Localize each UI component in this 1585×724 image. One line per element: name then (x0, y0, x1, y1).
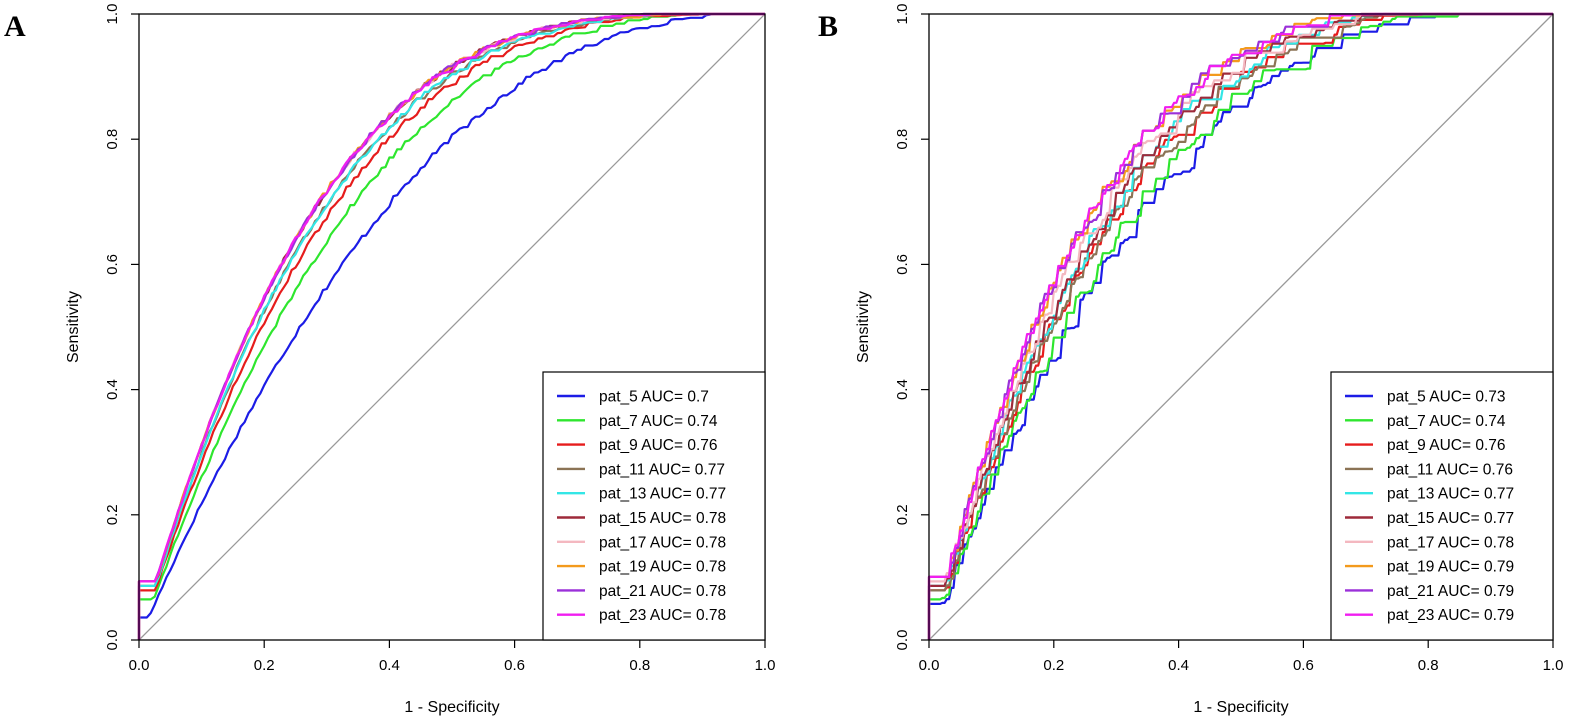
panel-b-roc-plot: B 0.0 0.2 0.4 0.6 0.8 1.0 0.0 0.2 0.4 0.6 0.8 1.0 1 -… (818, 4, 1563, 716)
x-axis-label: 1 - Specificity (1193, 699, 1288, 716)
panel-label: A (4, 10, 26, 43)
legend-item: pat_17 AUC= 0.78 (1345, 534, 1514, 551)
legend-item: pat_21 AUC= 0.78 (557, 583, 726, 600)
x-tick-label: 0.8 (1418, 657, 1439, 674)
legend-item: pat_11 AUC= 0.76 (1345, 461, 1513, 478)
legend-box (542, 371, 766, 641)
legend-label: pat_13 AUC= 0.77 (1387, 486, 1514, 503)
y-tick-label: 0.0 (894, 630, 911, 651)
legend-label: pat_9 AUC= 0.76 (599, 437, 718, 454)
x-tick-label: 0.4 (1168, 657, 1189, 674)
legend-label: pat_7 AUC= 0.74 (1387, 413, 1506, 430)
legend-label: pat_21 AUC= 0.79 (1387, 583, 1514, 600)
panel-a-roc-plot: A 0.0 0.2 0.4 0.6 0.8 1.0 0.0 0.2 0.4 0.6 0.8 1.0 1 -… (4, 4, 775, 716)
legend-item: pat_5 AUC= 0.7 (557, 389, 709, 406)
y-tick-label: 0.2 (894, 504, 911, 525)
legend-label: pat_11 AUC= 0.76 (1387, 461, 1513, 478)
y-tick-label: 0.8 (894, 129, 911, 150)
legend-item: pat_21 AUC= 0.79 (1345, 583, 1514, 600)
y-tick-label: 1.0 (894, 4, 911, 25)
plot-frame (928, 13, 1554, 641)
legend-label: pat_21 AUC= 0.78 (599, 583, 726, 600)
legend-label: pat_19 AUC= 0.78 (599, 559, 726, 576)
legend: pat_5 AUC= 0.7 pat_7 AUC= 0.74 pat_9 AUC= … (542, 371, 766, 641)
legend-item: pat_23 AUC= 0.78 (557, 607, 726, 624)
legend-label: pat_17 AUC= 0.78 (1387, 534, 1514, 551)
x-tick-label: 0.0 (919, 657, 940, 674)
x-tick-label: 0.6 (1293, 657, 1314, 674)
legend-label: pat_15 AUC= 0.78 (599, 510, 726, 527)
y-tick-label: 0.6 (894, 254, 911, 275)
x-tick-label: 0.2 (1043, 657, 1064, 674)
legend-item: pat_7 AUC= 0.74 (1345, 413, 1506, 430)
legend-item: pat_7 AUC= 0.74 (557, 413, 718, 430)
panel-label: B (818, 10, 838, 43)
legend-item: pat_15 AUC= 0.78 (557, 510, 726, 527)
x-axis-label: 1 - Specificity (404, 699, 499, 716)
x-tick-label: 1.0 (755, 657, 776, 674)
legend-label: pat_23 AUC= 0.78 (599, 607, 726, 624)
x-tick-label: 1.0 (1543, 657, 1564, 674)
x-tick-label: 0.8 (629, 657, 650, 674)
legend-item: pat_19 AUC= 0.79 (1345, 559, 1514, 576)
y-axis-label: Sensitivity (65, 291, 82, 363)
legend-item: pat_9 AUC= 0.76 (557, 437, 718, 454)
y-tick-label: 0.6 (104, 254, 121, 275)
x-tick-label: 0.4 (379, 657, 400, 674)
legend-item: pat_9 AUC= 0.76 (1345, 437, 1506, 454)
y-tick-label: 0.4 (894, 379, 911, 400)
legend-item: pat_13 AUC= 0.77 (557, 486, 726, 503)
roc-curve-pat-5 (137, 12, 765, 640)
legend-item: pat_23 AUC= 0.79 (1345, 607, 1514, 624)
legend-item: pat_5 AUC= 0.73 (1345, 389, 1506, 406)
legend: pat_5 AUC= 0.73 pat_7 AUC= 0.74 pat_9 AUC=… (1330, 371, 1554, 641)
y-tick-label: 0.8 (104, 129, 121, 150)
legend-label: pat_11 AUC= 0.77 (599, 461, 725, 478)
y-tick-label: 0.2 (104, 504, 121, 525)
legend-item: pat_11 AUC= 0.77 (557, 461, 725, 478)
legend-label: pat_5 AUC= 0.73 (1387, 389, 1506, 406)
legend-label: pat_19 AUC= 0.79 (1387, 559, 1514, 576)
legend-label: pat_5 AUC= 0.7 (599, 389, 709, 406)
y-axis-label: Sensitivity (855, 291, 872, 363)
legend-item: pat_13 AUC= 0.77 (1345, 486, 1514, 503)
x-tick-label: 0.6 (504, 657, 525, 674)
roc-curve-pat-7 (927, 12, 1553, 640)
x-tick-label: 0.2 (254, 657, 275, 674)
legend-item: pat_17 AUC= 0.78 (557, 534, 726, 551)
y-tick-label: 0.0 (104, 630, 121, 651)
legend-item: pat_19 AUC= 0.78 (557, 559, 726, 576)
legend-box (1330, 371, 1554, 641)
legend-label: pat_23 AUC= 0.79 (1387, 607, 1514, 624)
legend-label: pat_13 AUC= 0.77 (599, 486, 726, 503)
legend-label: pat_7 AUC= 0.74 (599, 413, 718, 430)
y-tick-label: 0.4 (104, 379, 121, 400)
y-tick-label: 1.0 (104, 4, 121, 25)
legend-label: pat_17 AUC= 0.78 (599, 534, 726, 551)
legend-label: pat_9 AUC= 0.76 (1387, 437, 1506, 454)
reference-diagonal-line (928, 13, 1554, 641)
x-tick-label: 0.0 (129, 657, 150, 674)
plot-frame (138, 13, 766, 641)
legend-item: pat_15 AUC= 0.77 (1345, 510, 1514, 527)
reference-diagonal-line (138, 13, 766, 641)
legend-label: pat_15 AUC= 0.77 (1387, 510, 1514, 527)
